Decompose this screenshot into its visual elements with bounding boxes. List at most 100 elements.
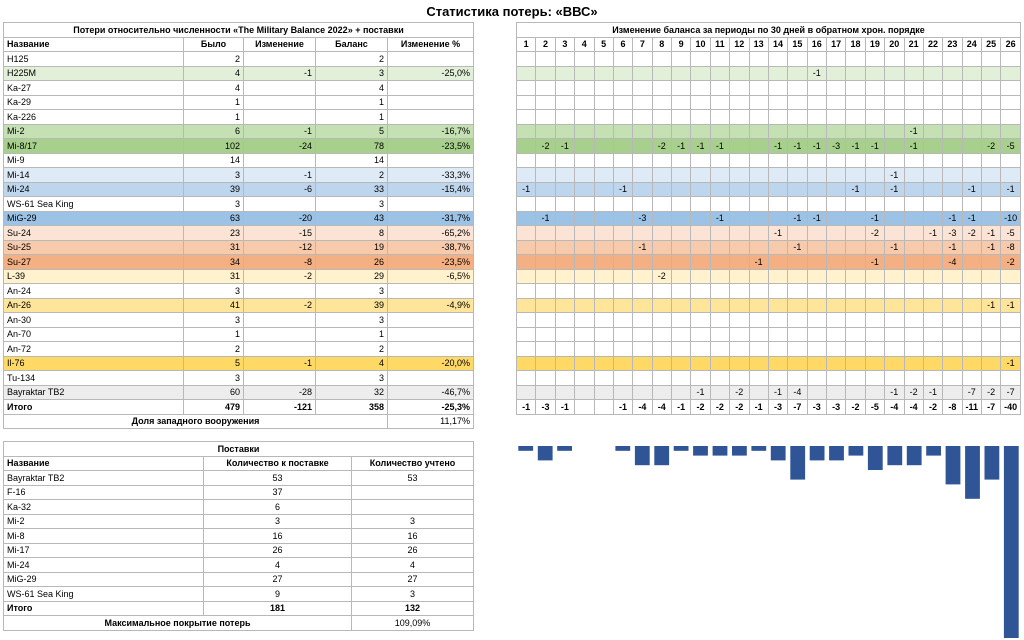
change-cell	[729, 268, 750, 284]
change-cell	[748, 297, 769, 313]
change-cell	[632, 138, 653, 154]
change-cell	[709, 181, 731, 197]
bar-period-10	[693, 446, 708, 456]
losses-row: Ka-226 1 1	[3, 109, 475, 125]
row-change	[243, 196, 316, 212]
change-cell	[845, 254, 866, 270]
change-cell	[884, 355, 905, 371]
row-name: L-39	[3, 268, 184, 284]
change-cell	[806, 167, 828, 183]
change-cell	[651, 80, 673, 96]
change-cell	[729, 123, 750, 139]
change-cell	[825, 370, 847, 386]
change-cell	[980, 254, 1002, 270]
row-balance: 1	[315, 326, 388, 342]
change-cell	[806, 312, 828, 328]
change-cell	[535, 254, 556, 270]
delivery-ordered: 27	[203, 571, 352, 587]
change-cell	[825, 297, 847, 313]
losses-row: L-39 31 -2 29 -6,5%	[3, 268, 475, 284]
change-cell	[729, 355, 750, 371]
change-total-cell: -2	[845, 399, 866, 415]
bar-period-1	[518, 446, 534, 451]
change-cell: -1	[903, 138, 924, 154]
bar-period-3	[557, 446, 572, 451]
change-cell	[709, 254, 731, 270]
change-cell: -1	[845, 138, 866, 154]
change-cell	[942, 283, 963, 299]
changes-row	[515, 51, 1021, 67]
row-was: 23	[183, 225, 244, 241]
delivery-row: Mi-17 26 26	[3, 542, 474, 558]
delivery-ordered: 37	[203, 484, 352, 500]
change-total-cell: -11	[961, 399, 983, 415]
row-pct	[386, 312, 475, 328]
change-cell	[554, 341, 576, 357]
change-cell	[709, 94, 731, 110]
total-was: 479	[183, 399, 244, 415]
losses-row: An-70 1 1	[3, 326, 475, 342]
change-cell	[709, 283, 731, 299]
change-cell	[574, 181, 595, 197]
change-cell: -1	[942, 239, 963, 255]
change-cell	[729, 181, 750, 197]
row-change	[243, 94, 316, 110]
row-name: An-24	[3, 283, 184, 299]
deliv-col-counted: Количество учтено	[351, 455, 474, 471]
change-cell	[651, 312, 673, 328]
change-cell	[670, 384, 692, 400]
change-cell	[535, 355, 556, 371]
change-cell	[670, 355, 692, 371]
change-cell	[690, 268, 711, 284]
change-cell	[748, 384, 769, 400]
changes-table: Изменение баланса за периоды по 30 дней …	[515, 22, 1021, 415]
total-balance: 358	[315, 399, 388, 415]
change-cell	[922, 268, 944, 284]
change-cell: -1	[554, 138, 576, 154]
change-cell	[903, 210, 924, 226]
change-cell	[748, 65, 769, 81]
change-cell	[748, 51, 769, 67]
delivery-ordered: 26	[203, 542, 352, 558]
change-cell	[632, 384, 653, 400]
change-cell	[903, 297, 924, 313]
change-cell	[942, 80, 963, 96]
change-cell	[845, 341, 866, 357]
change-cell	[729, 80, 750, 96]
change-cell	[961, 254, 983, 270]
change-cell	[845, 297, 866, 313]
change-total-cell: -5	[864, 399, 886, 415]
change-cell	[651, 283, 673, 299]
period-header: 25	[980, 36, 1002, 52]
change-cell	[612, 283, 634, 299]
change-cell	[884, 51, 905, 67]
change-cell	[961, 80, 983, 96]
change-cell	[980, 94, 1002, 110]
change-cell	[942, 341, 963, 357]
row-name: Mi-24	[3, 181, 184, 197]
change-cell	[845, 384, 866, 400]
change-cell	[961, 341, 983, 357]
change-cell	[748, 109, 769, 125]
row-was: 3	[183, 312, 244, 328]
change-cell	[574, 268, 595, 284]
change-cell	[670, 239, 692, 255]
change-cell	[748, 138, 769, 154]
row-change: -1	[243, 65, 316, 81]
change-cell	[535, 268, 556, 284]
changes-row: -1	[515, 123, 1021, 139]
change-cell	[961, 297, 983, 313]
change-cell	[690, 355, 711, 371]
change-cell	[980, 355, 1002, 371]
change-cell	[961, 283, 983, 299]
change-cell	[515, 65, 537, 81]
bar-period-9	[673, 446, 689, 451]
change-cell	[864, 297, 886, 313]
change-cell	[787, 94, 808, 110]
change-cell	[1000, 196, 1021, 212]
row-name: Tu-134	[3, 370, 184, 386]
change-cell	[593, 181, 614, 197]
change-cell	[515, 254, 537, 270]
change-cell	[612, 312, 634, 328]
change-cell	[729, 109, 750, 125]
